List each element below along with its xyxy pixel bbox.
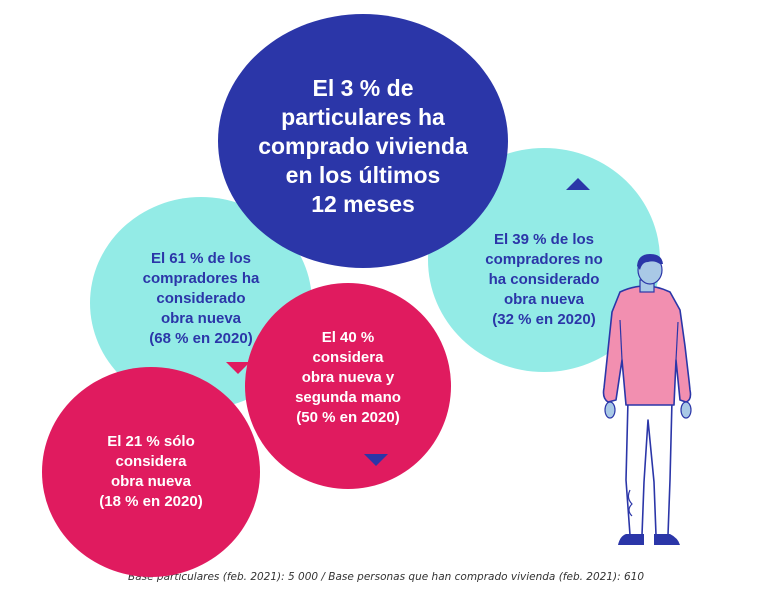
bubble-40-percent-text: El 40 % considera obra nueva y segunda m… <box>295 329 401 426</box>
person-standing-icon <box>602 254 692 545</box>
bubble-21-percent-only-new: El 21 % sólo considera obra nueva (18 % … <box>42 367 260 577</box>
triangle-down-icon <box>364 454 388 466</box>
triangle-down-icon <box>226 362 250 374</box>
bubble-39-percent-not-considered: El 39 % de los compradores no ha conside… <box>428 148 660 372</box>
footnote: Base particulares (feb. 2021): 5 000 / B… <box>128 571 645 583</box>
bubble-61-percent-text: El 61 % de los compradores ha considerad… <box>142 250 260 347</box>
bubble-3-percent-text: El 3 % de particulares ha comprado vivie… <box>258 74 468 217</box>
bubble-3-percent-buyers: El 3 % de particulares ha comprado vivie… <box>218 14 508 268</box>
bubble-39-percent-text: El 39 % de los compradores no ha conside… <box>485 231 603 328</box>
bubble-21-percent-text: El 21 % sólo considera obra nueva (18 % … <box>99 433 203 510</box>
bubble-40-percent-both: El 40 % considera obra nueva y segunda m… <box>245 283 451 489</box>
triangle-up-icon <box>566 178 590 190</box>
